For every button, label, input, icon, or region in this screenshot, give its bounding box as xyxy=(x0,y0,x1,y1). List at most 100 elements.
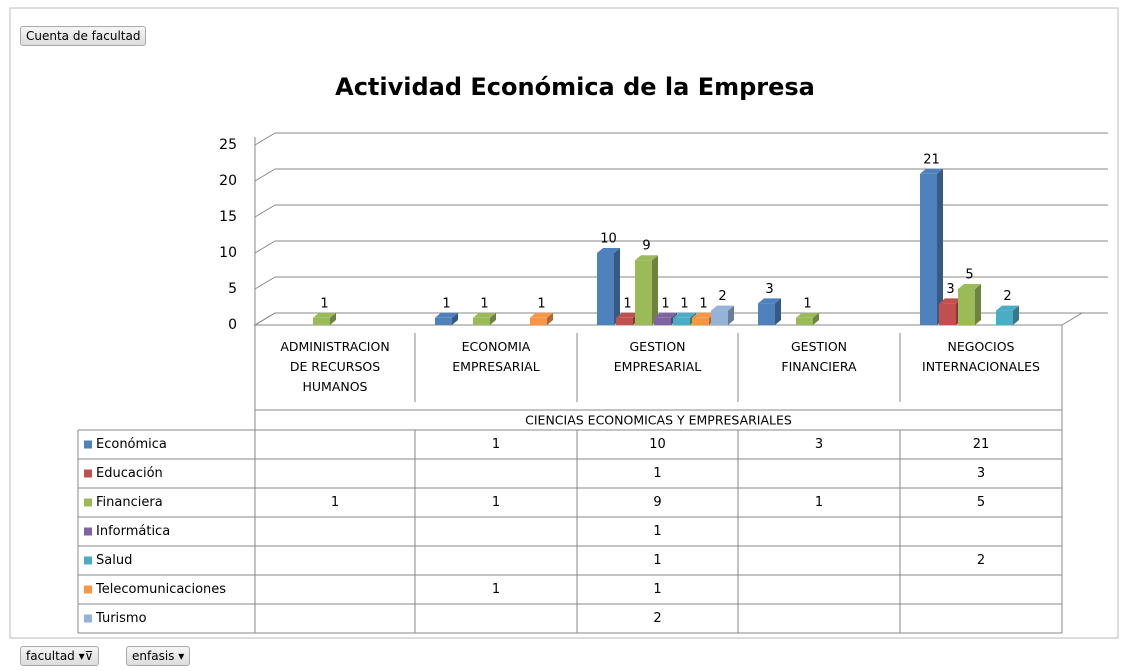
table-cell: 21 xyxy=(973,437,990,452)
table-cell: 1 xyxy=(492,495,500,510)
y-tick-label: 20 xyxy=(219,173,237,189)
bar xyxy=(473,317,490,325)
row-field-button[interactable]: facultad ▾⊽ xyxy=(20,646,100,666)
legend-label: Turismo xyxy=(95,611,147,626)
table-cell: 2 xyxy=(653,611,661,626)
data-label: 1 xyxy=(661,296,669,311)
legend-swatch xyxy=(84,498,92,507)
data-label: 1 xyxy=(699,296,707,311)
table-cell: 1 xyxy=(331,495,339,510)
bar xyxy=(939,303,956,325)
table-cell: 1 xyxy=(653,582,661,597)
series-field-button[interactable]: enfasis ▾ xyxy=(126,646,191,666)
bar-side xyxy=(614,248,620,325)
legend-label: Telecomunicaciones xyxy=(95,582,226,597)
bar-side xyxy=(452,312,458,325)
bar-top xyxy=(711,305,734,311)
bar xyxy=(758,303,775,325)
x-tick-label: ADMINISTRACION DE RECURSOS HUMANOS xyxy=(280,339,390,394)
bar xyxy=(673,317,690,325)
label: enfasis xyxy=(132,649,175,663)
data-label: 2 xyxy=(718,289,726,304)
y-tick-label: 5 xyxy=(228,281,237,297)
grid-line xyxy=(254,276,1108,290)
legend-swatch xyxy=(84,585,92,594)
table-cell: 9 xyxy=(653,495,661,510)
data-label: 5 xyxy=(965,268,973,283)
bar-top xyxy=(758,298,781,304)
grid-line xyxy=(254,204,1108,218)
bar-top xyxy=(435,312,458,318)
y-tick-label: 25 xyxy=(219,137,237,153)
chart-title: Actividad Económica de la Empresa xyxy=(335,73,815,101)
data-label: 1 xyxy=(442,296,450,311)
table-cell: 1 xyxy=(653,553,661,568)
bar-side xyxy=(975,284,981,325)
bar-top xyxy=(635,255,658,261)
grid-line xyxy=(254,132,1108,146)
table-cell: 1 xyxy=(492,437,500,452)
grid-line xyxy=(254,312,1108,326)
legend-swatch xyxy=(84,440,92,449)
table-cell: 1 xyxy=(815,495,823,510)
table-cell: 3 xyxy=(977,466,985,481)
group-label: CIENCIAS ECONOMICAS Y EMPRESARIALES xyxy=(525,413,792,428)
chart-border xyxy=(9,7,1119,639)
bar-side xyxy=(813,312,819,325)
x-tick-label: GESTION FINANCIERA xyxy=(781,339,857,374)
bar-side xyxy=(330,312,336,325)
data-label: 1 xyxy=(680,296,688,311)
bar-top xyxy=(673,312,696,318)
bar-side xyxy=(937,168,943,325)
legend-swatch xyxy=(84,527,92,536)
x-tick-label: ECONOMIA EMPRESARIAL xyxy=(452,339,540,374)
bar-top xyxy=(692,312,715,318)
grid-line xyxy=(254,240,1108,254)
legend-swatch xyxy=(84,469,92,478)
bar xyxy=(958,289,975,325)
label: facultad xyxy=(26,649,75,663)
legend-swatch xyxy=(84,614,92,623)
bar xyxy=(920,173,937,325)
data-label: 1 xyxy=(320,296,328,311)
legend-label: Educación xyxy=(96,466,163,481)
data-label: 9 xyxy=(642,239,650,254)
table-cell: 1 xyxy=(653,524,661,539)
bar xyxy=(616,317,633,325)
bar-side xyxy=(490,312,496,325)
bar-side xyxy=(775,298,781,325)
data-label: 1 xyxy=(623,296,631,311)
data-label: 21 xyxy=(923,152,940,167)
y-tick-label: 0 xyxy=(228,317,237,333)
bar xyxy=(996,310,1013,325)
legend-swatch xyxy=(84,556,92,565)
data-label: 3 xyxy=(765,282,773,297)
table-cell: 10 xyxy=(649,437,666,452)
bar-top xyxy=(530,312,553,318)
bar xyxy=(692,317,709,325)
table-cell: 5 xyxy=(977,495,985,510)
bar-top xyxy=(313,312,336,318)
x-tick-label: NEGOCIOS INTERNACIONALES xyxy=(922,339,1040,374)
legend-label: Económica xyxy=(96,437,167,452)
bar xyxy=(435,317,452,325)
bar-top xyxy=(654,312,677,318)
bar xyxy=(654,317,671,325)
data-label: 1 xyxy=(480,296,488,311)
table-cell: 1 xyxy=(653,466,661,481)
legend-label: Informática xyxy=(96,524,170,539)
bar-top xyxy=(597,248,620,253)
y-tick-label: 10 xyxy=(219,245,237,261)
bar-top xyxy=(939,298,962,304)
table-cell: 3 xyxy=(815,437,823,452)
table-cell: 2 xyxy=(977,553,985,568)
data-label: 2 xyxy=(1003,289,1011,304)
bar xyxy=(530,317,547,325)
x-tick-label: GESTION EMPRESARIAL xyxy=(613,339,702,374)
table-cell: 1 xyxy=(492,582,500,597)
value-field-button[interactable]: Cuenta de facultad xyxy=(20,26,147,46)
bar-top xyxy=(996,305,1019,311)
data-label: 3 xyxy=(946,282,954,297)
bar-side xyxy=(1013,305,1019,325)
